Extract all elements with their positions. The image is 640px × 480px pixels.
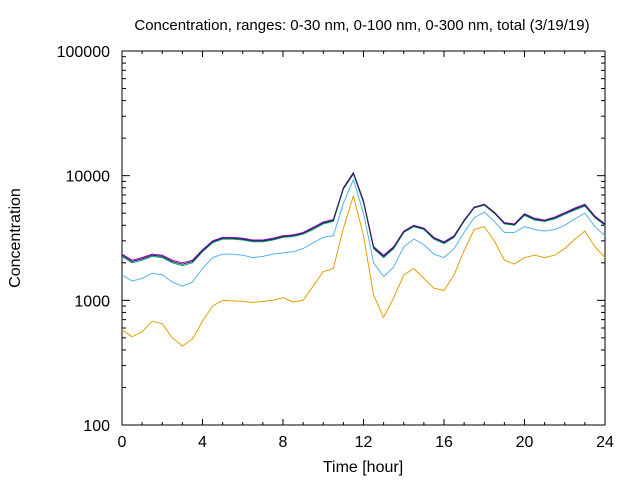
x-axis: 0 4 8 12 16 20 24 bbox=[118, 51, 614, 451]
chart-title: Concentration, ranges: 0-30 nm, 0-100 nm… bbox=[134, 17, 589, 34]
series-line-1 bbox=[121, 195, 606, 347]
y-axis: 100 1000 10000 100000 bbox=[57, 44, 605, 435]
x-tick-label: 16 bbox=[435, 434, 453, 451]
x-tick-label: 12 bbox=[355, 434, 373, 451]
x-tick-label: 8 bbox=[279, 434, 288, 451]
series-line-5 bbox=[121, 172, 606, 265]
series-layer bbox=[121, 172, 606, 347]
series-line-2 bbox=[121, 179, 606, 287]
series-line-3 bbox=[121, 173, 606, 267]
x-tick-label: 20 bbox=[516, 434, 534, 451]
x-tick-label: 24 bbox=[596, 434, 614, 451]
x-axis-label: Time [hour] bbox=[323, 459, 403, 476]
y-tick-label: 100 bbox=[83, 418, 110, 435]
y-axis-label: Concentration bbox=[7, 188, 24, 288]
y-tick-label: 1000 bbox=[74, 293, 110, 310]
x-tick-label: 0 bbox=[118, 434, 127, 451]
y-tick-label: 10000 bbox=[66, 169, 111, 186]
y-tick-label: 100000 bbox=[57, 44, 110, 61]
x-tick-label: 4 bbox=[198, 434, 207, 451]
